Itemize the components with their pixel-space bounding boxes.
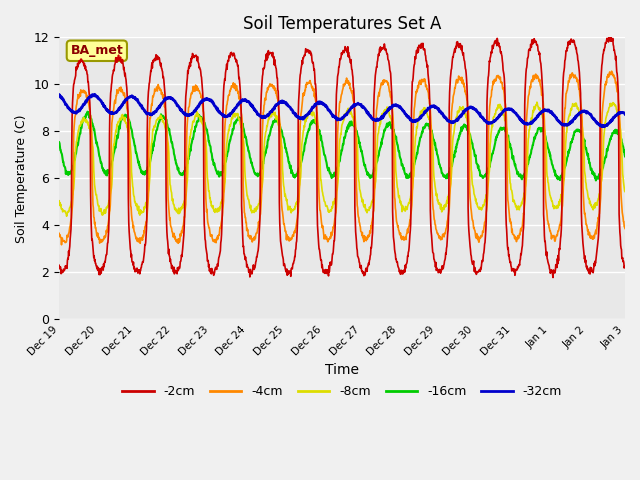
Title: Soil Temperatures Set A: Soil Temperatures Set A <box>243 15 441 33</box>
Y-axis label: Soil Temperature (C): Soil Temperature (C) <box>15 114 28 242</box>
Text: BA_met: BA_met <box>70 44 124 57</box>
Legend: -2cm, -4cm, -8cm, -16cm, -32cm: -2cm, -4cm, -8cm, -16cm, -32cm <box>117 380 567 403</box>
X-axis label: Time: Time <box>325 363 359 377</box>
